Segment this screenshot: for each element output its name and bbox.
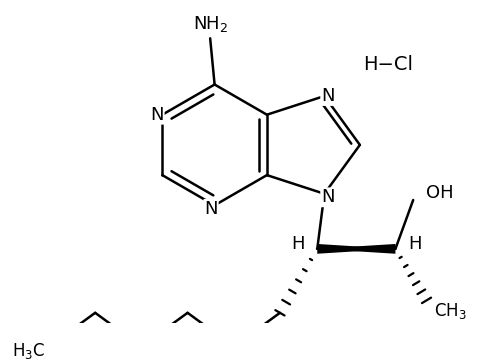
Text: N: N xyxy=(204,200,218,218)
Text: N: N xyxy=(321,188,335,206)
Text: H$_3$C: H$_3$C xyxy=(12,341,45,360)
Text: CH$_3$: CH$_3$ xyxy=(434,301,467,321)
Text: NH$_2$: NH$_2$ xyxy=(192,14,228,34)
Polygon shape xyxy=(317,244,396,254)
Text: N: N xyxy=(150,106,164,124)
Polygon shape xyxy=(317,244,396,254)
Text: H−Cl: H−Cl xyxy=(363,55,413,75)
Text: N: N xyxy=(321,87,335,105)
Text: OH: OH xyxy=(426,184,453,202)
Text: H: H xyxy=(408,235,422,253)
Text: H: H xyxy=(291,235,304,253)
